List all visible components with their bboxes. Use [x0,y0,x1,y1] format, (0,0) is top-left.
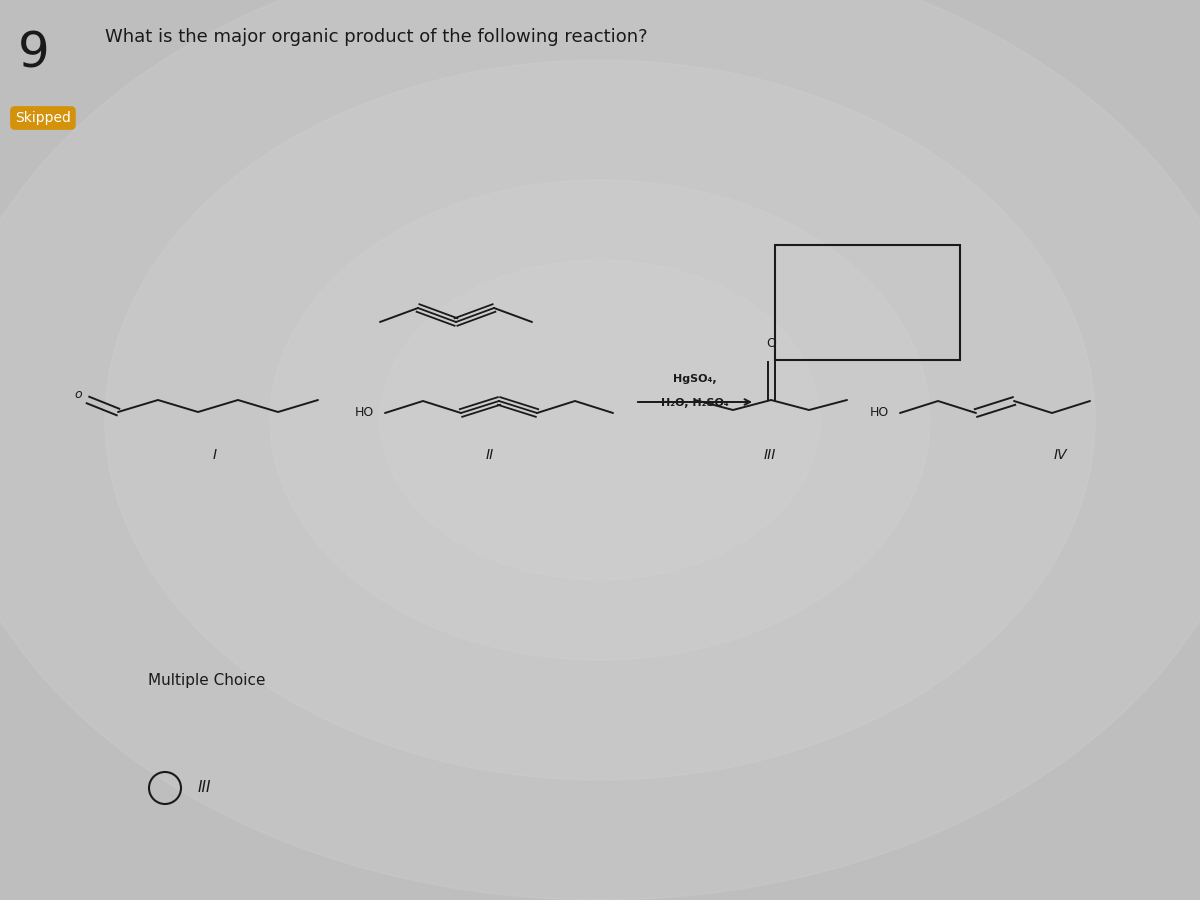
Ellipse shape [104,60,1096,780]
Text: 9: 9 [18,30,49,78]
Bar [775,245,960,360]
Text: II: II [486,448,494,462]
Text: III: III [198,780,211,796]
Text: HgSO₄,: HgSO₄, [673,374,716,384]
Text: IV: IV [1054,448,1067,462]
Text: Skipped: Skipped [14,111,71,125]
Ellipse shape [380,260,820,580]
Text: Multiple Choice: Multiple Choice [148,672,265,688]
Text: I: I [212,448,217,462]
Text: HO: HO [870,407,889,419]
Text: O: O [766,337,776,350]
Text: H₂O, H₂SO₄: H₂O, H₂SO₄ [661,398,728,408]
Text: HO: HO [355,407,374,419]
Text: What is the major organic product of the following reaction?: What is the major organic product of the… [106,28,648,46]
Ellipse shape [270,180,930,660]
Text: III: III [764,448,776,462]
Text: o: o [74,389,82,401]
